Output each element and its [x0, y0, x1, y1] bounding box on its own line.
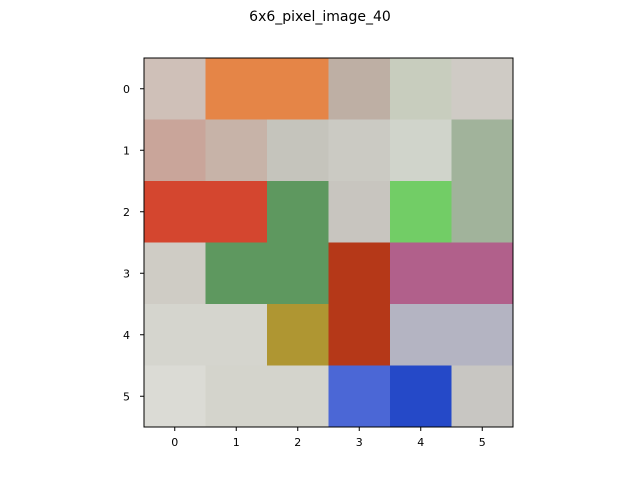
heatmap-cell-r1-c0 [144, 119, 206, 182]
heatmap-cell-r0-c5 [451, 58, 514, 120]
heatmap-cell-r4-c0 [144, 304, 206, 366]
x-axis: 0 1 2 3 4 5 [171, 427, 486, 449]
chart-title: 6x6_pixel_image_40 [249, 9, 391, 25]
y-tick-label: 1 [123, 144, 130, 157]
heatmap-cell-r3-c4 [390, 242, 452, 305]
heatmap-cell-r5-c3 [328, 365, 391, 428]
heatmap-cell-r5-c5 [451, 365, 514, 428]
y-tick-label: 2 [123, 206, 130, 219]
heatmap-cell-r3-c3 [328, 242, 391, 305]
heatmap-cell-r0-c0 [144, 58, 206, 120]
y-axis: 0 1 2 3 4 5 [123, 83, 144, 403]
x-tick-label: 2 [294, 436, 301, 449]
heatmap-cell-r2-c4 [390, 181, 452, 243]
heatmap-cell-r5-c2 [267, 365, 329, 428]
heatmap-cell-r2-c0 [144, 181, 206, 243]
x-tick-label: 5 [479, 436, 486, 449]
heatmap-cell-r4-c3 [328, 304, 391, 366]
heatmap-cell-r4-c5 [451, 304, 514, 366]
heatmap-cell-r4-c2 [267, 304, 329, 366]
y-tick-label: 4 [123, 329, 130, 342]
heatmap-cell-r2-c2 [267, 181, 329, 243]
y-tick-label: 0 [123, 83, 130, 96]
heatmap-cell-r4-c4 [390, 304, 452, 366]
x-tick-label: 3 [356, 436, 363, 449]
heatmap-cell-r1-c2 [267, 119, 329, 182]
heatmap-cell-r5-c1 [205, 365, 268, 428]
heatmap-cell-r1-c1 [205, 119, 268, 182]
x-tick-label: 1 [233, 436, 240, 449]
heatmap-cell-r3-c1 [205, 242, 268, 305]
heatmap-cell-r1-c4 [390, 119, 452, 182]
heatmap-cell-r5-c0 [144, 365, 206, 428]
heatmap-cell-r3-c5 [451, 242, 514, 305]
heatmap-cell-r3-c2 [267, 242, 329, 305]
heatmap-cell-r3-c0 [144, 242, 206, 305]
heatmap-cell-r1-c3 [328, 119, 391, 182]
heatmap-cell-r0-c3 [328, 58, 391, 120]
x-tick-label: 0 [171, 436, 178, 449]
heatmap-cell-r0-c1 [205, 58, 268, 120]
heatmap-cell-r1-c5 [451, 119, 514, 182]
heatmap-cell-r2-c5 [451, 181, 514, 243]
x-tick-label: 4 [417, 436, 424, 449]
heatmap-cell-r2-c3 [328, 181, 391, 243]
heatmap-cells [144, 58, 514, 428]
heatmap-cell-r2-c1 [205, 181, 268, 243]
y-tick-label: 5 [123, 390, 130, 403]
heatmap-cell-r0-c2 [267, 58, 329, 120]
plot-frame [143, 57, 514, 428]
heatmap-cell-r0-c4 [390, 58, 452, 120]
heatmap-cell-r5-c4 [390, 365, 452, 428]
y-tick-label: 3 [123, 267, 130, 280]
heatmap-cell-r4-c1 [205, 304, 268, 366]
